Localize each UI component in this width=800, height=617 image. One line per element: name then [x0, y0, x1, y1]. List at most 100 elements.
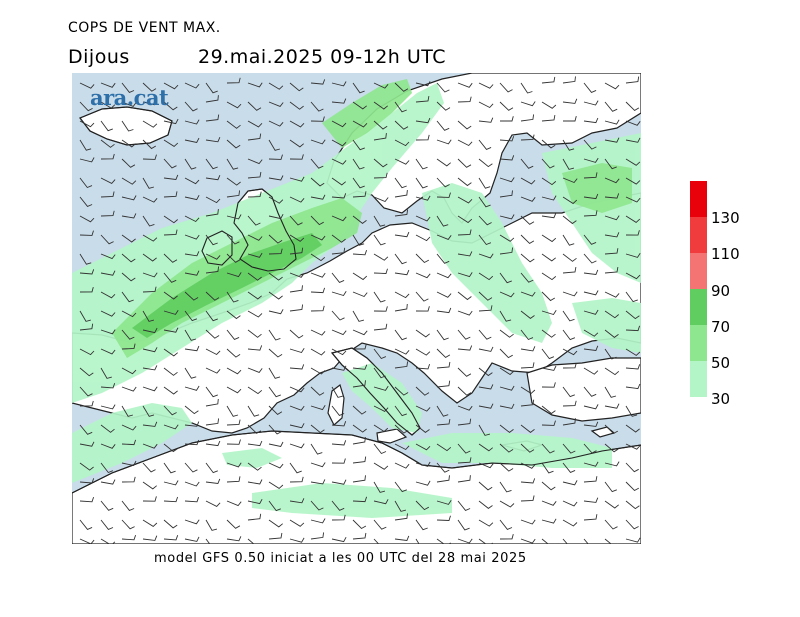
wind-barb: [352, 364, 368, 370]
wind-barb: [226, 476, 241, 483]
wind-barb: [331, 234, 346, 243]
chart-title: COPS DE VENT MAX.: [68, 20, 221, 36]
wind-barb: [562, 538, 568, 544]
wind-barb: [499, 519, 513, 530]
wind-barb: [289, 120, 305, 128]
wind-barb: [331, 81, 347, 87]
wind-barb: [415, 158, 428, 170]
wind-barb: [268, 481, 284, 489]
wind-barb: [163, 443, 178, 453]
wind-barb: [352, 177, 365, 189]
wind-barb: [499, 291, 515, 298]
wind-barb: [541, 291, 556, 302]
wind-barb: [562, 158, 575, 170]
wind-barb: [184, 177, 200, 185]
wind-barb: [142, 139, 157, 150]
wind-barb: [79, 386, 93, 397]
wind-barb: [541, 139, 556, 149]
wind-barb: [583, 476, 598, 483]
wind-barb: [415, 461, 431, 467]
wind-barb: [604, 403, 620, 409]
wind-barb: [184, 439, 200, 446]
wind-barb: [289, 139, 304, 148]
map-canvas: [72, 73, 641, 544]
wind-barb: [184, 291, 199, 301]
wind-barb: [373, 234, 386, 246]
legend-label: 110: [711, 245, 740, 263]
wind-barb: [394, 361, 409, 369]
wind-barb: [121, 177, 137, 185]
wind-barb: [331, 536, 347, 543]
wind-barb: [289, 82, 304, 92]
wind-barb: [247, 291, 262, 300]
wind-barb: [373, 462, 389, 470]
wind-barb: [478, 462, 494, 469]
wind-barb: [520, 253, 535, 263]
wind-barb: [142, 496, 157, 502]
wind-barb: [331, 329, 347, 336]
wind-barb: [373, 538, 380, 544]
wind-barb: [562, 462, 576, 473]
wind-barb: [625, 364, 641, 370]
wind-barb: [142, 234, 158, 242]
wind-barb: [541, 158, 555, 169]
wind-barb: [415, 519, 428, 531]
wind-barb: [163, 367, 178, 376]
wind-barb: [226, 462, 242, 468]
wind-barb: [436, 272, 452, 279]
wind-barb: [604, 348, 617, 360]
wind-barb: [352, 380, 366, 388]
wind-barb: [121, 195, 137, 201]
wind-barb: [205, 538, 211, 544]
wind-barb: [394, 120, 409, 130]
wind-barb: [457, 177, 472, 187]
wind-barb: [310, 158, 324, 169]
wind-barb: [604, 158, 617, 170]
wind-barb: [310, 518, 326, 524]
wind-barb: [583, 157, 599, 163]
wind-barb: [100, 177, 116, 184]
wind-barb: [163, 139, 179, 147]
wind-barb: [247, 345, 263, 351]
wind-barb: [79, 323, 94, 331]
wind-barb: [310, 386, 325, 396]
wind-barb: [100, 367, 112, 379]
wind-barb: [79, 253, 92, 265]
wind-barb: [457, 367, 472, 377]
wind-barb: [121, 310, 137, 318]
wind-barb: [520, 443, 535, 453]
wind-barb: [247, 234, 263, 241]
wind-barb: [205, 386, 218, 398]
wind-barb: [394, 158, 410, 165]
wind-barb: [541, 405, 556, 415]
color-legend: [690, 181, 707, 397]
wind-barb: [226, 272, 242, 278]
wind-barb: [562, 386, 575, 398]
wind-barb: [205, 291, 220, 301]
wind-barb: [563, 115, 577, 122]
wind-barb: [499, 403, 515, 409]
wind-barb: [625, 158, 641, 166]
wind-barb: [436, 291, 452, 298]
wind-barb: [436, 475, 450, 483]
wind-barb: [226, 234, 240, 245]
wind-barb: [289, 154, 304, 160]
wind-barb: [79, 269, 95, 275]
wind-barb: [436, 405, 449, 417]
wind-barb: [520, 101, 536, 107]
wind-barb: [436, 380, 451, 388]
wind-barb: [625, 325, 641, 332]
wind-barb: [79, 441, 95, 447]
wind-barb: [310, 272, 326, 278]
legend-label: 70: [711, 318, 731, 336]
wind-barb: [100, 120, 113, 132]
wind-barb: [226, 536, 242, 542]
wind-barb: [205, 440, 221, 447]
wind-barb: [562, 234, 575, 246]
wind-barb: [541, 329, 556, 338]
wind-barb: [163, 480, 179, 486]
wind-barb: [478, 82, 494, 89]
wind-barb: [184, 158, 197, 170]
legend-label: 90: [711, 282, 731, 300]
wind-barb: [604, 386, 617, 398]
